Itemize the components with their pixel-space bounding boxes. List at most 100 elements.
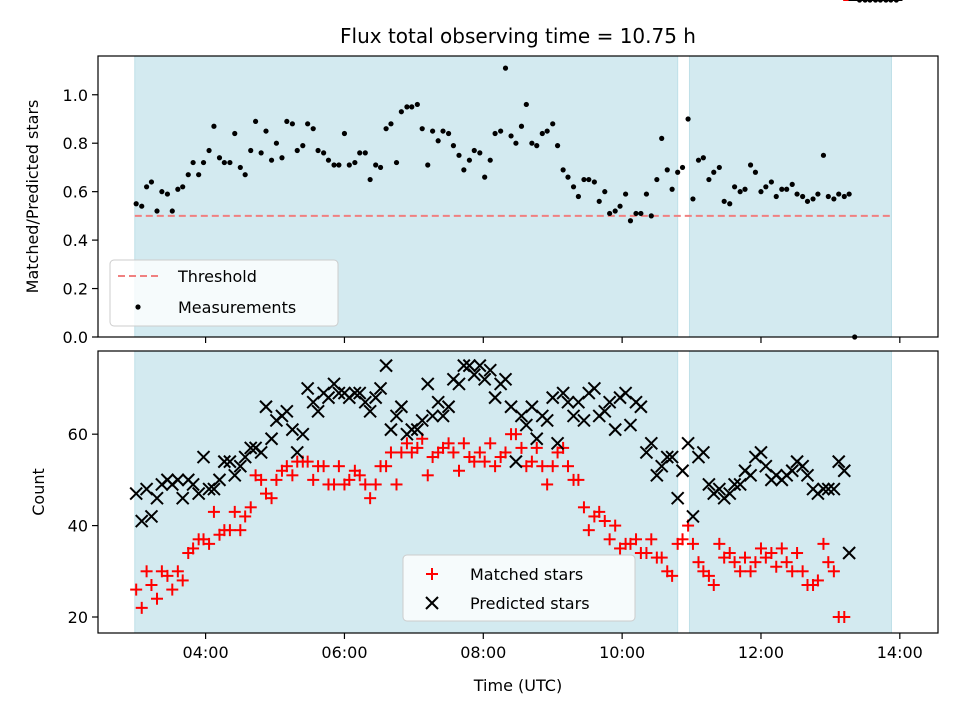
bottom-y-tick-label: 40 [68,517,88,536]
predicted-star-point [207,482,221,496]
matched-star-point [744,565,757,578]
predicted-star-point [228,468,242,483]
measurement-point [669,186,675,192]
top-legend-box [109,259,339,327]
measurement-point [623,191,629,197]
matched-star-point [686,537,699,550]
matched-star-point [223,524,236,537]
measurement-point [523,101,529,108]
matched-star-point [228,505,241,518]
measurement-point [487,157,493,163]
measurement-point [237,164,243,171]
predicted-star-point [191,486,206,501]
measurement-point [148,179,155,185]
measurement-point [529,140,535,146]
matched-star-point [473,446,486,459]
matched-star-point [645,533,658,546]
matched-star-point [244,501,257,514]
measurement-point [768,179,774,185]
measurement-point [596,198,602,204]
matched-star-point [582,524,595,537]
measurement-point [831,196,837,202]
predicted-star-point [358,395,372,409]
top-y-tick-label: 0.0 [63,328,88,347]
measurement-point [294,147,300,154]
predicted-star-point [665,450,679,464]
matched-star-point [239,510,252,523]
predicted-star-point [837,464,851,478]
matched-star-point [171,565,184,578]
measurement-point [206,147,212,154]
x-tick-label: 08:00 [460,643,506,662]
predicted-star-point [300,381,315,396]
predicted-star-point [556,386,570,400]
matched-star-point [541,478,554,491]
predicted-star-point [332,386,346,400]
matched-star-point [775,542,788,555]
matched-star-point [593,505,606,518]
measurement-point [409,104,415,110]
measurement-point [502,65,509,71]
matched-star-point [234,524,247,537]
matched-star-point [395,446,408,459]
measurement-point [498,128,504,134]
matched-star-point [390,478,403,491]
predicted-star-point [530,432,544,446]
predicted-star-point [175,491,190,505]
matched-star-point [536,460,549,473]
matched-star-point [609,519,622,532]
predicted-star-point [244,441,258,455]
legend-predicted-label: Predicted stars [470,594,590,613]
matched-star-point [400,437,413,450]
predicted-star-point [660,450,674,464]
measurement-point [221,159,227,166]
x-tick-label: 04:00 [183,643,229,662]
measurement-point [586,176,592,183]
measurement-point [404,104,410,110]
matched-star-point [286,469,299,482]
matched-star-point [640,547,653,560]
matched-star-point [145,579,158,592]
predicted-star-point [150,491,164,505]
legend-matched-label: Matched stars [470,565,583,584]
measurement-point [466,157,473,163]
bottom-legend: Matched stars Predicted stars [402,554,636,622]
matched-star-point [161,569,174,582]
matched-star-point [734,565,747,578]
count-points [129,0,903,624]
predicted-star-point [800,468,815,483]
measurement-point [373,162,379,168]
legend-predicted-swatch [425,596,439,610]
measurement-point [154,208,160,214]
predicted-star-point [436,409,450,423]
predicted-star-point [832,454,846,469]
measurement-point [742,186,748,192]
measurement-point [268,157,275,163]
legend-matched-swatch [426,568,438,580]
matched-star-point [811,574,824,587]
predicted-star-point [670,491,685,505]
predicted-star-point [561,395,575,409]
predicted-star-point [477,372,492,387]
matched-star-point [353,469,366,482]
matched-star-point [280,460,293,473]
measurement-point [700,155,706,161]
measurement-point [175,186,181,192]
predicted-star-point [686,509,700,524]
measurement-point [143,184,150,190]
top-panel: 0.0 0.2 0.4 0.6 0.8 1.0 Matched/Predicted sta… [23,0,939,347]
top-y-tick-label: 1.0 [63,86,88,105]
measurement-point [284,118,290,125]
measurement-point [784,186,790,192]
measurement-point [388,121,394,127]
measurement-point [440,128,446,134]
predicted-star-point [223,454,237,469]
measurement-point [721,198,727,204]
measurement-point [804,198,811,204]
shaded-interval-1 [689,351,892,633]
measurement-point [695,157,702,163]
bottom-axes-frame [97,350,939,634]
predicted-star-point [373,381,388,396]
predicted-star-point [546,390,560,405]
bottom-y-ticks: 20 40 60 [68,425,98,627]
